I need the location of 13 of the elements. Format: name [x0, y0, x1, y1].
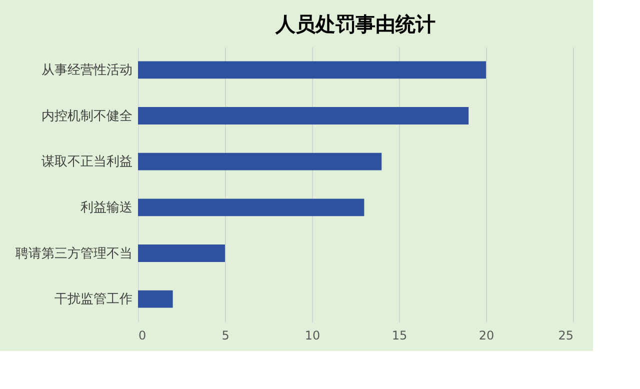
x-tick-label: 10 — [304, 328, 320, 342]
x-tick-label: 0 — [138, 328, 146, 342]
y-tick-label: 从事经营性活动 — [42, 62, 132, 78]
y-tick-label: 利益输送 — [80, 200, 132, 216]
y-tick-label: 谋取不正当利益 — [42, 154, 132, 170]
x-tick-label: 15 — [392, 328, 408, 342]
chart-title: 人员处罚事由统计 — [274, 12, 436, 36]
x-tick-label: 25 — [558, 328, 574, 342]
y-tick-label: 内控机制不健全 — [42, 108, 132, 124]
x-tick-label: 20 — [478, 328, 494, 342]
y-tick-label: 干扰监管工作 — [54, 292, 132, 308]
y-tick-label: 聘请第三方管理不当 — [16, 245, 132, 262]
x-tick-label: 5 — [222, 328, 230, 342]
